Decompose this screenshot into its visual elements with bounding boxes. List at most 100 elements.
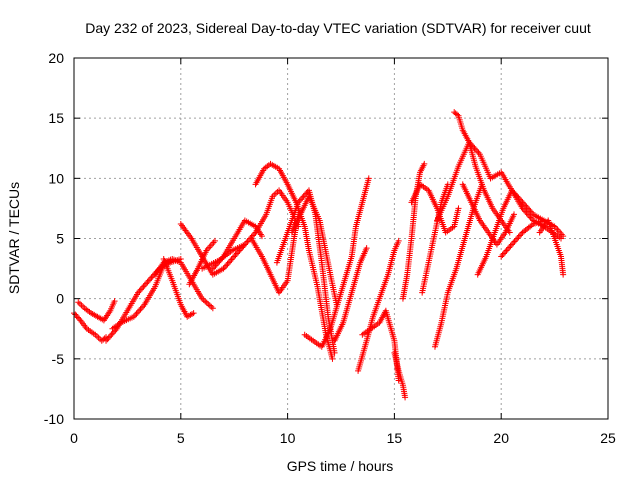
data-point <box>395 237 402 244</box>
data-point <box>258 233 265 240</box>
data-point <box>206 302 213 309</box>
data-point <box>224 261 231 268</box>
series-arc24 <box>434 139 494 224</box>
data-point <box>504 246 511 253</box>
data-point <box>510 240 517 247</box>
data-point <box>331 349 338 356</box>
data-point <box>73 312 80 319</box>
data-point <box>297 196 304 203</box>
data-point <box>133 310 140 317</box>
data-point <box>139 285 146 292</box>
data-point <box>72 311 79 318</box>
plot-frame <box>73 57 609 420</box>
data-point <box>137 286 144 293</box>
data-point <box>511 211 518 218</box>
series-arc26 <box>459 181 518 248</box>
data-point <box>560 271 567 278</box>
data-point <box>140 283 147 290</box>
data-point <box>560 233 567 240</box>
data-point <box>502 249 509 256</box>
data-point <box>223 262 230 269</box>
data-point <box>454 111 461 118</box>
data-point <box>522 208 529 215</box>
data-point <box>244 238 251 245</box>
chart-title: Day 232 of 2023, Sidereal Day-to-day VTE… <box>85 20 591 36</box>
data-point <box>148 274 155 281</box>
y-tick-label: -5 <box>52 351 65 367</box>
data-point <box>232 252 239 259</box>
data-point <box>499 252 506 259</box>
grid-lines <box>74 58 608 419</box>
y-tick-label: 0 <box>56 291 64 307</box>
data-point <box>527 208 534 215</box>
series-arc20 <box>399 160 428 302</box>
series-arc25 <box>451 109 513 236</box>
data-point <box>455 205 462 212</box>
data-point <box>524 205 531 212</box>
data-point <box>518 230 525 237</box>
data-point <box>363 245 370 252</box>
data-point <box>526 206 533 213</box>
series-arc30 <box>536 217 567 278</box>
x-tick-label: 0 <box>70 430 78 446</box>
x-tick-label: 25 <box>600 430 616 446</box>
data-point <box>506 244 513 251</box>
data-point <box>503 247 510 254</box>
data-point <box>136 307 143 314</box>
data-points <box>71 109 567 401</box>
x-axis-label: GPS time / hours <box>287 458 394 474</box>
y-tick-label: 15 <box>48 110 64 126</box>
data-point <box>225 259 232 266</box>
data-point <box>522 202 529 209</box>
data-point <box>143 280 150 287</box>
series-arc10 <box>199 187 302 272</box>
series-arc14 <box>288 193 340 308</box>
data-point <box>203 299 210 306</box>
y-tick-label: 10 <box>48 170 64 186</box>
data-point <box>228 256 235 263</box>
data-point <box>141 282 148 289</box>
data-point <box>134 309 141 316</box>
series-arc15 <box>301 175 372 350</box>
data-point <box>329 355 336 362</box>
data-point <box>516 232 523 239</box>
data-point <box>108 331 115 338</box>
data-point <box>474 148 481 155</box>
y-tick-label: 20 <box>48 50 64 66</box>
series-arc7 <box>177 221 248 278</box>
data-point <box>105 334 112 341</box>
series-arc8 <box>186 237 218 288</box>
data-point <box>524 211 531 218</box>
data-point <box>229 255 236 262</box>
data-point <box>365 175 372 182</box>
x-tick-label: 10 <box>280 430 296 446</box>
data-point <box>500 250 507 257</box>
series-arc23 <box>431 181 485 350</box>
data-point <box>514 235 521 242</box>
data-point <box>211 237 218 244</box>
data-point <box>231 253 238 260</box>
data-point <box>523 209 530 216</box>
data-point <box>111 298 118 305</box>
data-point <box>76 315 83 322</box>
series-arc3 <box>103 255 184 344</box>
series-arc2 <box>75 298 118 324</box>
y-tick-label: -10 <box>44 411 64 427</box>
data-point <box>208 303 215 310</box>
x-tick-label: 20 <box>493 430 509 446</box>
data-point <box>526 212 533 219</box>
data-point <box>205 301 212 308</box>
data-point <box>145 277 152 284</box>
data-point <box>233 250 240 257</box>
x-tick-label: 15 <box>387 430 403 446</box>
data-point <box>138 304 145 311</box>
data-point <box>402 394 409 401</box>
data-point <box>202 298 209 305</box>
data-point <box>515 233 522 240</box>
data-point <box>511 238 518 245</box>
data-point <box>190 310 197 317</box>
data-point <box>508 241 515 248</box>
data-point <box>209 305 216 312</box>
data-point <box>144 279 151 286</box>
